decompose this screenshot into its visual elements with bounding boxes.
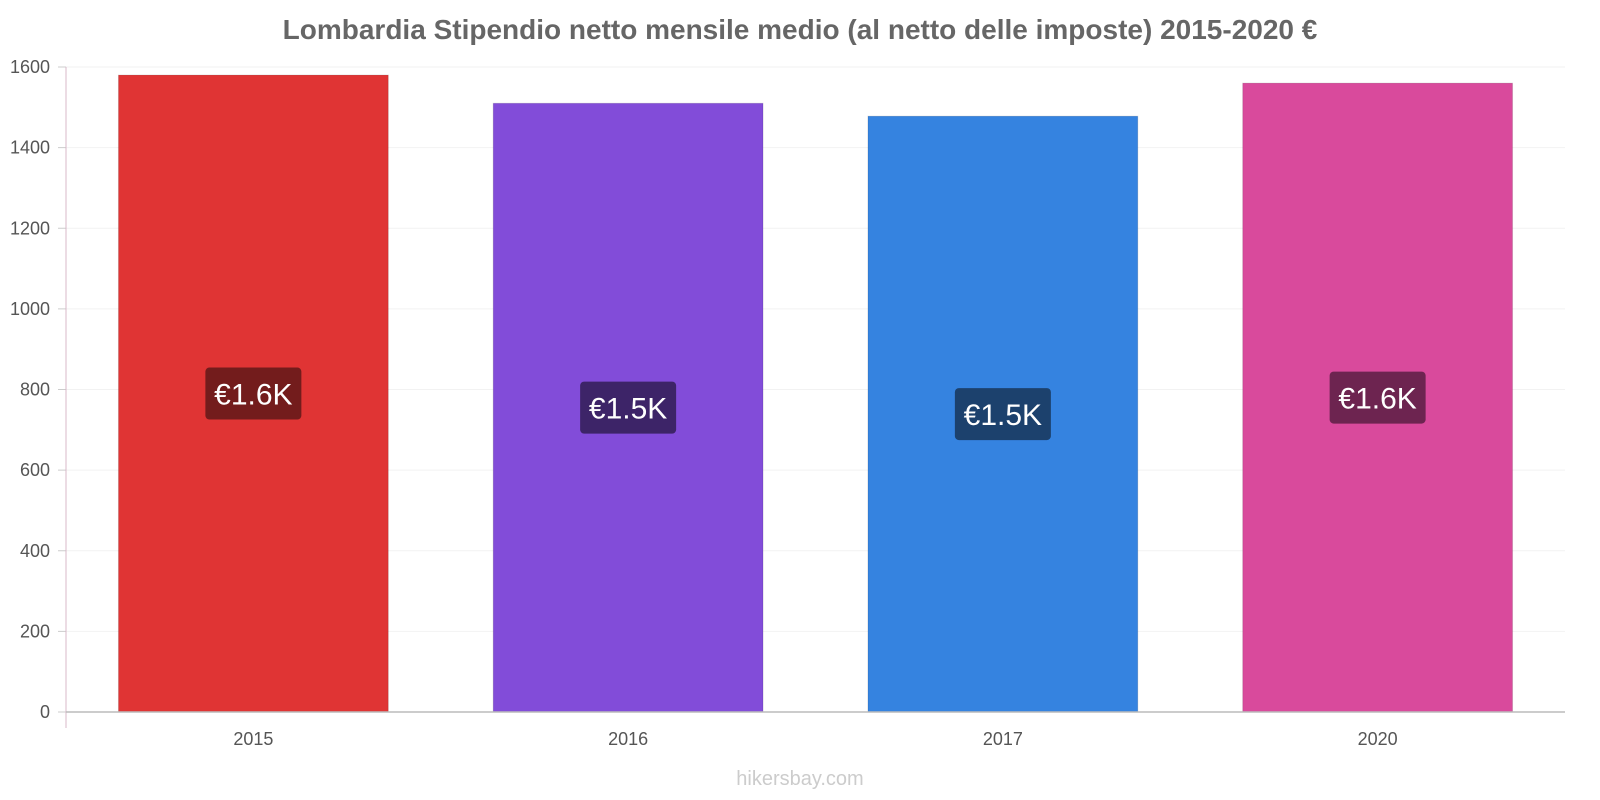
data-labels: €1.6K €1.5K €1.5K €1.6K	[205, 367, 1426, 441]
x-tick-label: 2016	[608, 729, 648, 749]
data-label-box	[205, 367, 302, 420]
watermark: hikersbay.com	[736, 768, 864, 790]
y-tick-label: 1600	[10, 57, 50, 77]
data-label: €1.6K	[214, 379, 292, 412]
y-tick-label: 800	[20, 380, 50, 400]
y-tick-label: 1200	[10, 218, 50, 238]
bars	[117, 74, 1514, 713]
y-tick-label: 200	[20, 621, 50, 641]
data-label-box	[954, 388, 1051, 441]
x-tick-label: 2015	[233, 729, 273, 749]
y-tick-label: 0	[40, 702, 50, 722]
data-label: €1.5K	[964, 399, 1042, 432]
x-tick-label: 2020	[1358, 729, 1398, 749]
x-tick-label: 2017	[983, 729, 1023, 749]
y-tick-label: 400	[20, 541, 50, 561]
data-label: €1.5K	[589, 393, 667, 426]
data-label: €1.6K	[1338, 383, 1416, 416]
axes: 0 200 400 600 800 1000 1200 1400 1600 2015 2016 201…	[10, 57, 1565, 749]
data-label-box	[580, 381, 677, 434]
y-tick-label: 1400	[10, 138, 50, 158]
y-tick-label: 1000	[10, 299, 50, 319]
chart-title: Lombardia Stipendio netto mensile medio …	[282, 14, 1318, 45]
y-tick-label: 600	[20, 460, 50, 480]
data-label-box	[1329, 371, 1426, 424]
